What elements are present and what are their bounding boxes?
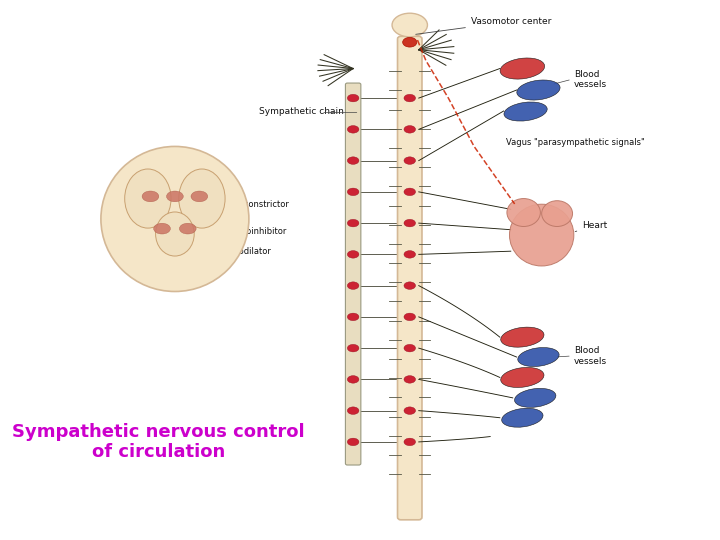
Ellipse shape — [404, 407, 415, 414]
Ellipse shape — [347, 376, 359, 383]
Ellipse shape — [142, 191, 159, 202]
Ellipse shape — [404, 188, 415, 195]
FancyBboxPatch shape — [346, 83, 361, 465]
Ellipse shape — [404, 313, 415, 321]
Ellipse shape — [500, 367, 544, 388]
Ellipse shape — [404, 219, 415, 227]
Ellipse shape — [507, 199, 541, 226]
Ellipse shape — [125, 169, 171, 228]
Ellipse shape — [347, 126, 359, 133]
Ellipse shape — [404, 376, 415, 383]
Ellipse shape — [541, 201, 572, 226]
Ellipse shape — [191, 191, 207, 202]
Ellipse shape — [517, 80, 560, 100]
Ellipse shape — [404, 94, 415, 102]
Text: Heart: Heart — [575, 221, 608, 232]
Ellipse shape — [500, 58, 544, 79]
Ellipse shape — [402, 37, 417, 47]
Text: Blood
vessels: Blood vessels — [574, 346, 607, 366]
Ellipse shape — [166, 191, 184, 202]
Ellipse shape — [404, 438, 415, 446]
Text: Sympathetic nervous control
of circulation: Sympathetic nervous control of circulati… — [12, 422, 305, 461]
Ellipse shape — [347, 251, 359, 258]
Ellipse shape — [404, 282, 415, 289]
Ellipse shape — [347, 345, 359, 352]
Ellipse shape — [347, 282, 359, 289]
Ellipse shape — [518, 348, 559, 367]
Text: Cardioinhibitor: Cardioinhibitor — [196, 226, 287, 236]
Ellipse shape — [347, 188, 359, 195]
Ellipse shape — [156, 212, 194, 256]
Ellipse shape — [515, 388, 556, 407]
Ellipse shape — [179, 223, 196, 234]
Ellipse shape — [347, 438, 359, 446]
Ellipse shape — [510, 204, 574, 266]
Text: Vasomotor center: Vasomotor center — [415, 17, 552, 35]
Ellipse shape — [347, 94, 359, 102]
Ellipse shape — [392, 13, 428, 37]
Ellipse shape — [404, 126, 415, 133]
Text: Blood
vessels: Blood vessels — [574, 70, 607, 89]
Ellipse shape — [504, 102, 547, 121]
FancyBboxPatch shape — [397, 36, 422, 520]
Ellipse shape — [404, 345, 415, 352]
Ellipse shape — [101, 146, 249, 292]
Ellipse shape — [404, 251, 415, 258]
Text: Vasoconstrictor: Vasoconstrictor — [197, 198, 289, 209]
Ellipse shape — [500, 327, 544, 347]
Ellipse shape — [347, 157, 359, 164]
Ellipse shape — [347, 407, 359, 414]
Ellipse shape — [347, 219, 359, 227]
Text: Vasodilator: Vasodilator — [196, 246, 271, 256]
Text: Sympathetic chain: Sympathetic chain — [258, 107, 343, 116]
Ellipse shape — [502, 408, 543, 427]
Text: Vagus "parasympathetic signals": Vagus "parasympathetic signals" — [506, 138, 645, 147]
Ellipse shape — [179, 169, 225, 228]
Ellipse shape — [347, 313, 359, 321]
Ellipse shape — [153, 223, 171, 234]
Ellipse shape — [404, 157, 415, 164]
